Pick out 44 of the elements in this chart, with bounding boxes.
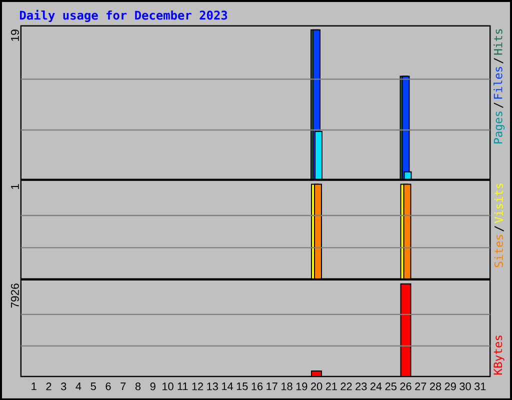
x-tick-label: 28 xyxy=(430,382,442,390)
x-tick-label: 6 xyxy=(106,382,111,390)
x-tick-label: 11 xyxy=(178,382,188,390)
x-tick-label: 4 xyxy=(76,382,82,390)
x-tick-label: 5 xyxy=(90,382,96,390)
x-tick-label: 7 xyxy=(120,382,126,390)
text: Hits xyxy=(494,29,502,54)
x-tick-label: 12 xyxy=(192,382,204,390)
x-tick-label: 20 xyxy=(310,382,322,390)
x-tick-label: 18 xyxy=(282,382,292,390)
text: 1 xyxy=(11,184,19,189)
text: Daily usage for December 2023 xyxy=(20,10,228,22)
x-tick-label: 29 xyxy=(444,382,456,390)
text: Sites xyxy=(494,234,503,267)
x-tick-label: 26 xyxy=(400,382,412,390)
x-tick-label: 22 xyxy=(340,382,352,390)
x-tick-label: 14 xyxy=(222,382,233,390)
x-tick-label: 2 xyxy=(46,382,52,390)
x-tick-label: 25 xyxy=(385,382,396,390)
text: / xyxy=(494,102,504,108)
text: 19 xyxy=(10,29,19,41)
x-tick-label: 13 xyxy=(207,382,218,390)
x-tick-label: 19 xyxy=(296,382,308,390)
x-tick-label: 3 xyxy=(61,382,66,390)
x-tick-label: 23 xyxy=(356,382,367,390)
text: / xyxy=(494,58,504,64)
x-tick-label: 21 xyxy=(326,382,337,390)
x-tick-label: 27 xyxy=(415,382,426,390)
text: Pages xyxy=(494,111,505,144)
text: / xyxy=(494,226,504,232)
text: 7926 xyxy=(10,283,19,308)
x-tick-label: 9 xyxy=(150,382,156,390)
x-tick-label: 16 xyxy=(252,382,263,390)
x-tick-label: 17 xyxy=(266,382,278,390)
x-tick-label: 10 xyxy=(162,382,174,390)
x-tick-label: 1 xyxy=(32,382,36,390)
text: Visits xyxy=(494,183,503,223)
x-tick-label: 15 xyxy=(236,382,248,390)
x-tick-label: 24 xyxy=(370,382,382,390)
x-tick-label: 31 xyxy=(474,382,486,390)
x-tick-label: 30 xyxy=(460,382,471,390)
text: Files xyxy=(494,66,502,98)
x-tick-label: 8 xyxy=(135,382,141,390)
text: KBytes xyxy=(494,335,504,374)
